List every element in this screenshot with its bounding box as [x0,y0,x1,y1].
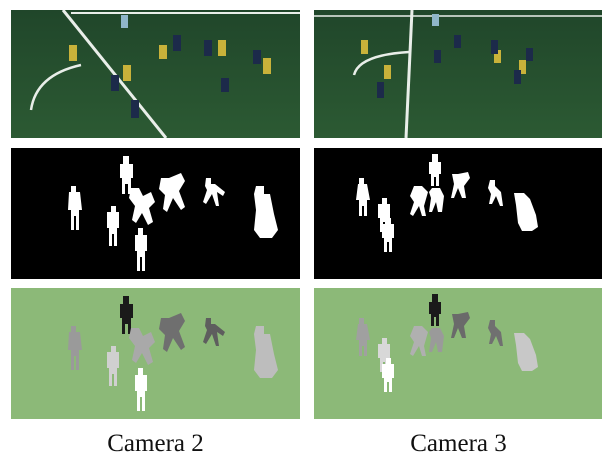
camera-2-caption: Camera 2 [107,430,204,457]
camera-3-photo [314,10,602,138]
camera-3-caption: Camera 3 [410,430,507,457]
silhouettes [68,156,278,271]
players [69,15,271,118]
camera-3-mask [314,148,602,279]
camera-2-photo [11,10,300,138]
camera-2-mask [11,148,300,279]
camera-3-depth [314,288,602,419]
camera-2-depth [11,288,300,419]
